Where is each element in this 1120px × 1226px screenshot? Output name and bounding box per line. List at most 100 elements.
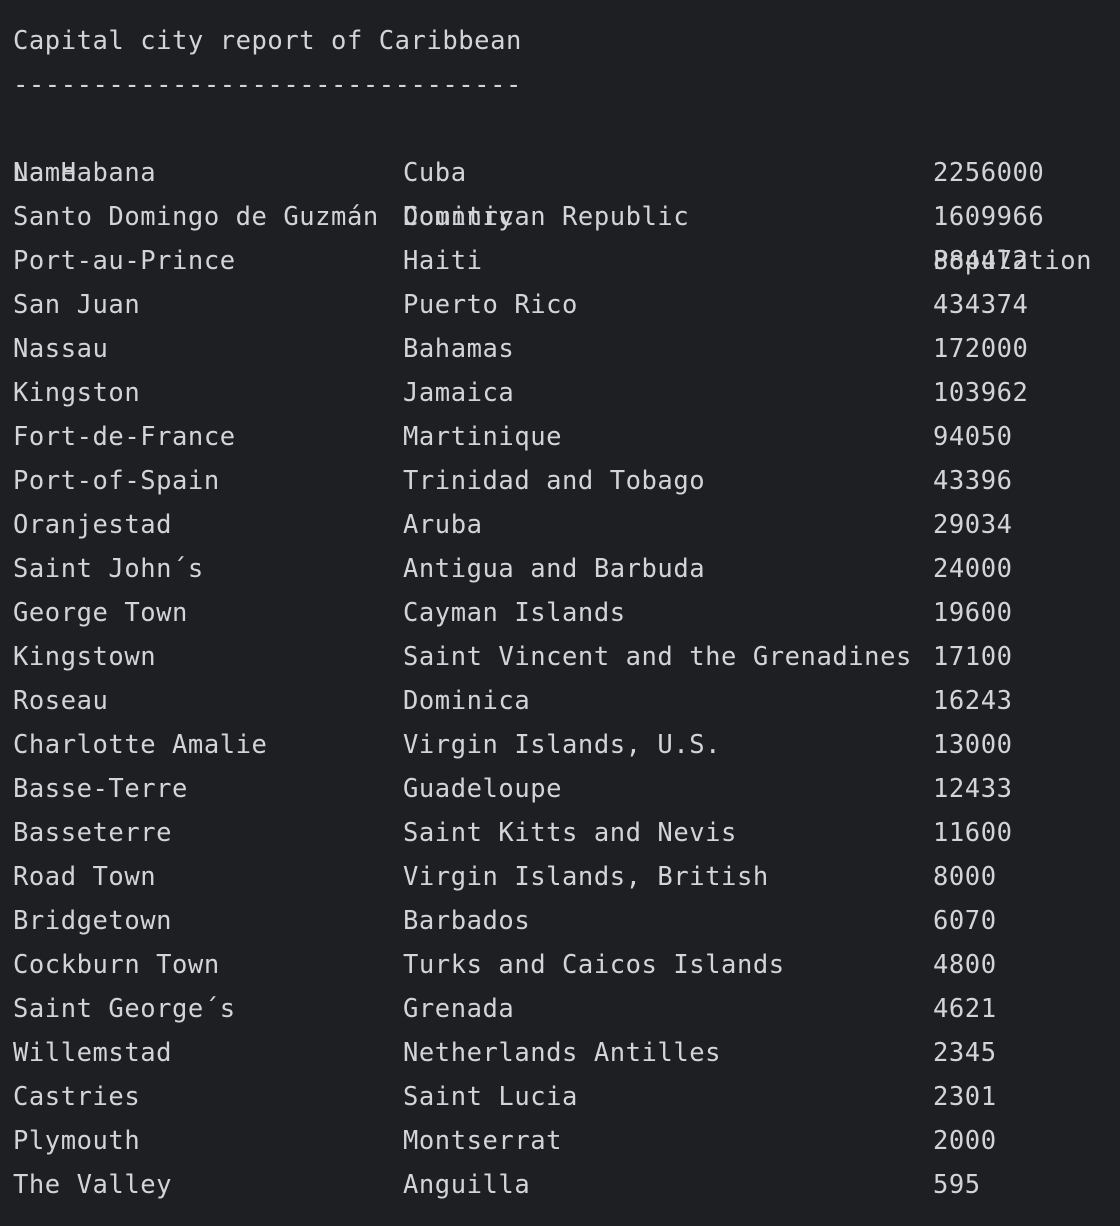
table-row: Castries Saint Lucia 2301 (13, 1075, 1120, 1119)
country-cell: Saint Lucia (403, 1082, 578, 1112)
table-row: Road Town Virgin Islands, British 8000 (13, 855, 1120, 899)
country-cell: Dominican Republic (403, 202, 690, 232)
country-cell: Cuba (403, 158, 467, 188)
population-cell: 19600 (933, 598, 1013, 628)
country-cell: Cayman Islands (403, 598, 626, 628)
country-cell: Montserrat (403, 1126, 563, 1156)
country-cell: Martinique (403, 422, 563, 452)
table-row: Basseterre Saint Kitts and Nevis 11600 (13, 811, 1120, 855)
population-cell: 94050 (933, 422, 1013, 452)
city-name-cell: George Town (13, 598, 188, 628)
table-row: Fort-de-France Martinique 94050 (13, 415, 1120, 459)
population-cell: 103962 (933, 378, 1029, 408)
population-cell: 6070 (933, 906, 997, 936)
city-name-cell: Castries (13, 1082, 141, 1112)
population-cell: 1609966 (933, 202, 1045, 232)
city-name-cell: Road Town (13, 862, 157, 892)
city-name-cell: The Valley (13, 1170, 173, 1200)
city-name-cell: Basseterre (13, 818, 173, 848)
country-cell: Antigua and Barbuda (403, 554, 706, 584)
table-row: Cockburn Town Turks and Caicos Islands 480… (13, 943, 1120, 987)
city-name-cell: Santo Domingo de Guzmán (13, 202, 379, 232)
country-cell: Bahamas (403, 334, 515, 364)
table-row: Saint George´s Grenada 4621 (13, 987, 1120, 1031)
population-cell: 12433 (933, 774, 1013, 804)
city-name-cell: Willemstad (13, 1038, 173, 1068)
city-name-cell: San Juan (13, 290, 141, 320)
city-name-cell: Port-au-Prince (13, 246, 236, 276)
country-cell: Puerto Rico (403, 290, 578, 320)
table-row: Willemstad Netherlands Antilles 2345 (13, 1031, 1120, 1075)
table-row: Plymouth Montserrat 2000 (13, 1119, 1120, 1163)
separator-line: -------------------------------- (13, 70, 522, 100)
city-name-cell: Oranjestad (13, 510, 173, 540)
country-cell: Barbados (403, 906, 531, 936)
header-name: Name (13, 158, 77, 188)
header-population: Population (933, 246, 1093, 276)
table-row: Roseau Dominica 16243 (13, 679, 1120, 723)
country-cell: Jamaica (403, 378, 515, 408)
table-row: Oranjestad Aruba 29034 (13, 503, 1120, 547)
population-cell: 4621 (933, 994, 997, 1024)
country-cell: Virgin Islands, British (403, 862, 769, 892)
country-cell: Saint Vincent and the Grenadines (403, 642, 912, 672)
country-cell: Guadeloupe (403, 774, 563, 804)
table-row: George Town Cayman Islands 19600 (13, 591, 1120, 635)
population-cell: 172000 (933, 334, 1029, 364)
table-header-row: Name Country Population (13, 107, 1120, 276)
table-row: Santo Domingo de Guzmán Dominican Republi… (13, 195, 1120, 239)
city-name-cell: La Habana (13, 158, 157, 188)
population-cell: 2345 (933, 1038, 997, 1068)
population-cell: 2000 (933, 1126, 997, 1156)
table-row: San Juan Puerto Rico 434374 (13, 283, 1120, 327)
population-cell: 24000 (933, 554, 1013, 584)
city-name-cell: Basse-Terre (13, 774, 188, 804)
population-cell: 17100 (933, 642, 1013, 672)
table-row: Bridgetown Barbados 6070 (13, 899, 1120, 943)
country-cell: Dominica (403, 686, 531, 716)
population-cell: 2256000 (933, 158, 1045, 188)
country-cell: Netherlands Antilles (403, 1038, 722, 1068)
table-row: Basse-Terre Guadeloupe 12433 (13, 767, 1120, 811)
city-name-cell: Bridgetown (13, 906, 173, 936)
city-name-cell: Kingstown (13, 642, 157, 672)
city-name-cell: Kingston (13, 378, 141, 408)
country-cell: Saint Kitts and Nevis (403, 818, 737, 848)
city-name-cell: Roseau (13, 686, 109, 716)
city-name-cell: Nassau (13, 334, 109, 364)
table-row: Saint John´s Antigua and Barbuda 24000 (13, 547, 1120, 591)
population-cell: 8000 (933, 862, 997, 892)
country-cell: Aruba (403, 510, 483, 540)
table-row: Kingston Jamaica 103962 (13, 371, 1120, 415)
table-row: Port-au-Prince Haiti 884472 (13, 239, 1120, 283)
table-row: Charlotte Amalie Virgin Islands, U.S. 1300… (13, 723, 1120, 767)
population-cell: 11600 (933, 818, 1013, 848)
country-cell: Grenada (403, 994, 515, 1024)
city-name-cell: Saint John´s (13, 554, 204, 584)
population-cell: 4800 (933, 950, 997, 980)
table-row: Kingstown Saint Vincent and the Grenadine… (13, 635, 1120, 679)
population-cell: 595 (933, 1170, 981, 1200)
report-title: Capital city report of Caribbean (13, 26, 522, 56)
city-name-cell: Plymouth (13, 1126, 141, 1156)
city-name-cell: Port-of-Spain (13, 466, 220, 496)
population-cell: 43396 (933, 466, 1013, 496)
table-row: Port-of-Spain Trinidad and Tobago 43396 (13, 459, 1120, 503)
population-cell: 2301 (933, 1082, 997, 1112)
city-name-cell: Saint George´s (13, 994, 236, 1024)
table-row: The Valley Anguilla 595 (13, 1163, 1120, 1207)
table-row: Nassau Bahamas 172000 (13, 327, 1120, 371)
header-country: Country (403, 202, 515, 232)
population-cell: 16243 (933, 686, 1013, 716)
population-cell: 434374 (933, 290, 1029, 320)
country-cell: Haiti (403, 246, 483, 276)
population-cell: 884472 (933, 246, 1029, 276)
city-name-cell: Fort-de-France (13, 422, 236, 452)
country-cell: Turks and Caicos Islands (403, 950, 785, 980)
country-cell: Virgin Islands, U.S. (403, 730, 722, 760)
population-cell: 13000 (933, 730, 1013, 760)
table-row: La Habana Cuba 2256000 (13, 151, 1120, 195)
population-cell: 29034 (933, 510, 1013, 540)
country-cell: Anguilla (403, 1170, 531, 1200)
city-name-cell: Charlotte Amalie (13, 730, 268, 760)
